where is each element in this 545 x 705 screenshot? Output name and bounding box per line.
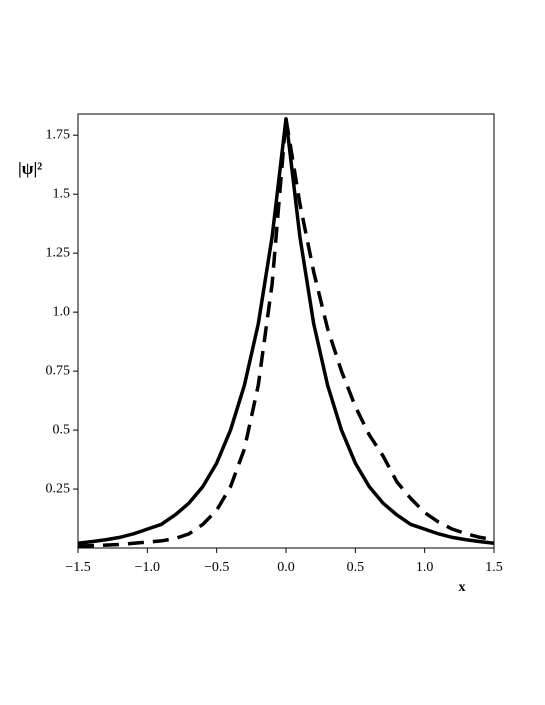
- plot-frame: [77, 113, 495, 549]
- x-tick-label: 0.5: [347, 560, 365, 575]
- y-tick-label: 1.25: [46, 245, 71, 260]
- x-tick-label: −1.5: [65, 560, 90, 575]
- x-tick-label: 0.0: [277, 560, 295, 575]
- x-tick-label: −1.0: [135, 560, 160, 575]
- x-axis-label: x: [459, 580, 466, 595]
- y-tick-label: 1.5: [53, 186, 71, 201]
- y-tick-label: 0.25: [46, 481, 71, 496]
- x-tick-label: 1.5: [485, 560, 503, 575]
- data-line: [77, 116, 495, 548]
- data-line: [77, 116, 495, 546]
- x-tick-label: 1.0: [416, 560, 434, 575]
- y-tick-label: 0.5: [53, 422, 71, 437]
- y-tick-label: 1.75: [46, 127, 71, 142]
- y-axis-label: |ψ|²: [18, 159, 42, 178]
- y-tick-label: 0.75: [46, 363, 71, 378]
- y-tick-label: 1.0: [53, 304, 71, 319]
- x-tick-label: −0.5: [204, 560, 229, 575]
